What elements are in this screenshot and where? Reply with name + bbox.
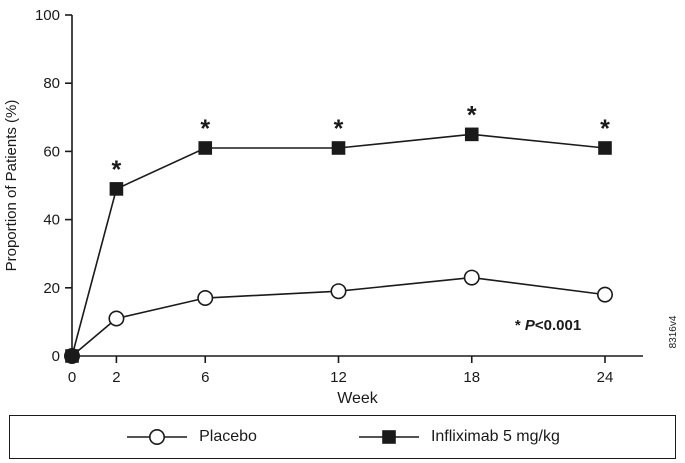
x-tick-label: 12	[330, 369, 347, 386]
x-tick-label: 24	[597, 369, 614, 386]
square-marker	[598, 141, 612, 155]
axes	[65, 14, 643, 363]
legend: Placebo Infliximab 5 mg/kg	[9, 415, 676, 459]
asterisk: *	[600, 115, 610, 143]
asterisk: *	[334, 115, 344, 143]
x-tick-label: 18	[463, 369, 480, 386]
circle-marker	[197, 290, 214, 307]
square-marker	[331, 141, 346, 155]
y-tick-label: 0	[52, 348, 60, 365]
circle-marker	[108, 310, 125, 327]
legend-item-infliximab: Infliximab 5 mg/kg	[357, 427, 560, 447]
x-tick-label: 6	[201, 369, 209, 386]
legend-label-infliximab: Infliximab 5 mg/kg	[430, 428, 560, 445]
circle-marker-icon	[127, 429, 188, 445]
series-line	[71, 276, 606, 357]
y-axis-title: Proportion of Patients (%)	[3, 100, 20, 272]
y-tick-label: 20	[43, 280, 60, 297]
line-chart: 0 20 40 60 80 100 0 2 6 12 18 24 Week Proportion of P…	[3, 7, 679, 407]
series-line	[71, 133, 606, 357]
asterisk: *	[112, 156, 122, 184]
x-tick-label: 2	[112, 369, 120, 386]
y-tick-label: 60	[43, 143, 60, 160]
asterisk: *	[200, 115, 210, 143]
circle-marker	[330, 283, 347, 300]
y-tick-label: 80	[43, 75, 60, 92]
square-marker	[109, 182, 124, 196]
y-tick-label: 100	[35, 7, 60, 24]
square-marker-icon	[358, 430, 419, 444]
legend-label-placebo: Placebo	[199, 428, 257, 445]
circle-marker	[463, 269, 480, 286]
square-marker	[464, 127, 479, 142]
legend-item-placebo: Placebo	[125, 427, 257, 447]
figure-code: 8316v4	[668, 315, 679, 348]
significance-markers: * * * * *	[112, 101, 611, 184]
x-tick-label: 0	[68, 369, 76, 386]
series-infliximab-5-mg-kg	[65, 127, 612, 363]
axis-labels: 0 20 40 60 80 100 0 2 6 12 18 24 Week Proportion of P…	[3, 7, 613, 407]
p-value-annotation: * P<0.001	[515, 317, 581, 334]
x-axis-title: Week	[337, 390, 379, 407]
square-marker	[198, 141, 213, 155]
square-marker	[65, 349, 79, 363]
y-tick-label: 40	[43, 212, 60, 229]
asterisk: *	[467, 101, 477, 129]
circle-marker	[596, 286, 613, 303]
